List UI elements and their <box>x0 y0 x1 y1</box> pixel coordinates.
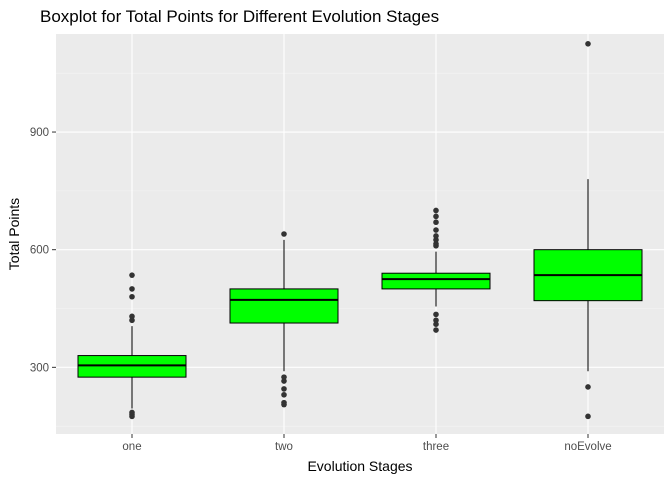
y-axis: 300 600 900 <box>30 127 56 374</box>
x-tick-label: noEvolve <box>564 441 611 453</box>
y-axis-title: Total Points <box>6 198 22 270</box>
outlier-point <box>433 327 439 333</box>
x-axis-title: Evolution Stages <box>307 458 412 474</box>
outlier-point <box>129 293 135 300</box>
outlier-point <box>129 313 135 320</box>
outlier-point <box>433 321 439 327</box>
outlier-point <box>433 207 439 214</box>
box-iqr <box>229 288 339 324</box>
outlier-point <box>281 378 287 384</box>
x-tick-label: three <box>423 441 449 453</box>
outlier-point <box>433 227 439 233</box>
outlier-point <box>281 386 287 392</box>
outlier-point <box>129 286 135 292</box>
y-tick-label: 600 <box>30 245 49 257</box>
outlier-point <box>433 241 439 247</box>
outlier-point <box>281 399 287 406</box>
outlier-point <box>129 409 135 416</box>
y-tick-label: 300 <box>30 362 49 374</box>
outlier-point <box>585 413 591 420</box>
outlier-point <box>281 231 287 237</box>
box-two <box>229 231 339 408</box>
box-one <box>77 272 187 420</box>
box-group <box>77 41 643 420</box>
outlier-point <box>585 384 591 390</box>
outlier-point <box>281 374 287 380</box>
x-tick-label: one <box>122 441 141 453</box>
x-axis: one two three noEvolve <box>122 434 612 453</box>
outlier-point <box>433 311 439 318</box>
outlier-point <box>433 317 439 324</box>
outlier-point <box>433 233 439 239</box>
box-iqr <box>381 272 491 290</box>
chart-title: Boxplot for Total Points for Different E… <box>40 7 439 26</box>
x-tick-label: two <box>275 441 293 453</box>
box-three <box>381 207 491 333</box>
outlier-point <box>433 237 439 243</box>
outlier-point <box>433 213 439 220</box>
outlier-point <box>129 317 135 324</box>
outlier-point <box>129 272 135 278</box>
outlier-point <box>585 41 591 47</box>
outlier-point <box>281 391 287 398</box>
box-noEvolve <box>533 41 643 420</box>
outlier-point <box>433 219 439 226</box>
y-tick-label: 900 <box>30 127 49 139</box>
